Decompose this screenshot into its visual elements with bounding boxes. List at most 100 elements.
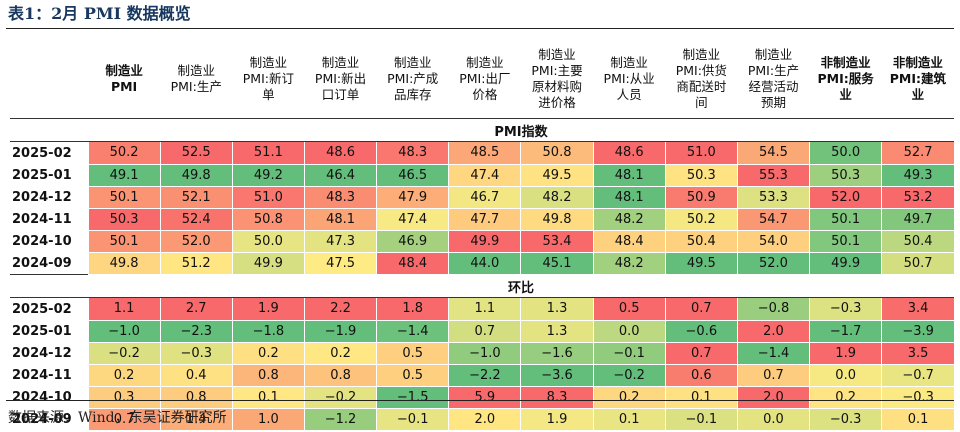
- column-header: 制造业 PMI:出厂 价格: [449, 40, 521, 119]
- data-cell: 48.2: [592, 252, 666, 275]
- data-cell: 1.8: [376, 297, 449, 321]
- table-row: 2024-10 50.1 52.0 50.0 47.3 46.9 49.9 53.4 48.4 5…: [10, 230, 954, 253]
- data-cell: 0.0: [736, 408, 810, 431]
- table-row: 2024-12 50.1 52.1 51.0 48.3 47.9 46.7 48.2 48.1 5…: [10, 186, 954, 209]
- data-cell: 0.2: [809, 386, 882, 409]
- column-header-line: 制造业: [538, 47, 576, 62]
- data-cell: −3.6: [520, 364, 594, 387]
- data-cell: 52.0: [736, 252, 810, 275]
- table-row: 2024-11 50.3 52.4 50.8 48.1 47.4 47.7 49.8 48.2 5…: [10, 208, 954, 231]
- data-cell: −3.9: [881, 320, 954, 343]
- column-header-line: 制造业: [105, 63, 143, 78]
- column-header-line: 品库存: [393, 87, 432, 102]
- row-label: 2024-09: [12, 411, 72, 427]
- section-title: 环比: [88, 274, 954, 298]
- data-cell: 0.2: [231, 342, 305, 365]
- column-header-line: 制造业: [754, 47, 793, 62]
- data-cell: 47.9: [376, 186, 449, 209]
- column-header-line: 人员: [616, 87, 642, 102]
- table-row: 2024-12 −0.2 −0.3 0.2 0.2 0.5 −1.0 −1.6 −0.1 0.7−…: [10, 342, 954, 365]
- data-cell: 0.6: [664, 364, 738, 387]
- column-header-line: 制造业: [610, 55, 648, 70]
- data-cell: 0.2: [87, 364, 161, 387]
- data-cell: 1.4: [159, 408, 233, 431]
- column-header-line: PMI:新出: [314, 71, 367, 86]
- data-cell: 50.0: [231, 230, 305, 253]
- data-cell: 1.9: [809, 342, 882, 365]
- data-cell: −0.3: [809, 297, 882, 321]
- data-cell: 47.4: [448, 164, 521, 187]
- data-cell: 50.7: [881, 252, 954, 275]
- row-label: 2024-09: [12, 255, 72, 271]
- data-cell: 48.4: [592, 230, 666, 253]
- data-cell: 50.4: [664, 230, 738, 253]
- data-cell: 51.2: [159, 252, 233, 275]
- data-cell: 47.5: [303, 252, 377, 275]
- data-cell: 49.3: [881, 164, 954, 187]
- data-cell: 47.7: [448, 208, 521, 231]
- column-header: 制造业 PMI:生产 经营活动 预期: [737, 40, 809, 119]
- column-header-line: PMI:生产: [170, 79, 222, 94]
- data-cell: 49.8: [87, 252, 161, 275]
- column-header-line: PMI:出厂: [459, 71, 511, 86]
- data-cell: 48.3: [376, 141, 449, 165]
- row-label: 2025-02: [12, 145, 72, 161]
- data-cell: −1.5: [376, 386, 449, 409]
- data-cell: 48.2: [592, 208, 666, 231]
- column-header-line: 制造业: [682, 47, 721, 62]
- data-cell: 0.8: [159, 386, 233, 409]
- data-cell: −0.2: [303, 386, 377, 409]
- column-header-line: 制造业: [393, 55, 432, 70]
- section-row: 环比: [10, 274, 954, 298]
- column-header: 制造业 PMI:生产: [160, 40, 232, 119]
- data-cell: −0.2: [87, 342, 161, 365]
- data-cell: −0.1: [664, 408, 738, 431]
- column-header-line: PMI:新订: [242, 71, 294, 86]
- data-cell: 46.4: [303, 164, 377, 187]
- section-title: PMI指数: [88, 118, 954, 142]
- table-title: 表1：2月 PMI 数据概览: [8, 4, 191, 23]
- column-header-line: 进价格: [538, 95, 576, 110]
- data-cell: −1.4: [376, 320, 449, 343]
- data-cell: −1.0: [448, 342, 521, 365]
- data-cell: 48.5: [448, 141, 521, 165]
- column-header-line: 价格: [472, 87, 498, 102]
- table-row: 2025-01 −1.0 −2.3 −1.8 −1.9 −1.4 0.7 1.3 0.0 −0.6…: [10, 320, 954, 343]
- data-cell: −1.9: [303, 320, 377, 343]
- data-cell: 53.2: [881, 186, 954, 209]
- data-cell: −2.3: [159, 320, 233, 343]
- data-cell: 0.1: [664, 386, 738, 409]
- column-header-line: 业: [911, 87, 925, 102]
- row-label: 2025-01: [12, 167, 72, 183]
- data-cell: 2.7: [159, 297, 233, 321]
- column-header-line: 制造业: [466, 55, 504, 70]
- data-cell: 49.8: [159, 164, 233, 187]
- column-header: 制造业 PMI:从业 人员: [593, 40, 665, 119]
- data-cell: 1.0: [231, 408, 305, 431]
- data-cell: −1.4: [736, 342, 810, 365]
- data-cell: 1.1: [87, 297, 161, 321]
- data-cell: 52.4: [159, 208, 233, 231]
- data-cell: 49.1: [87, 164, 161, 187]
- data-cell: 0.7: [448, 320, 521, 343]
- column-header-line: 口订单: [321, 87, 360, 102]
- column-header: 制造业 PMI:供货 商配送时间: [665, 40, 737, 119]
- row-label: 2025-01: [12, 323, 72, 339]
- data-cell: 49.2: [231, 164, 305, 187]
- data-cell: 47.4: [376, 208, 449, 231]
- data-cell: 49.7: [881, 208, 954, 231]
- column-header-line: 制造业: [321, 55, 360, 70]
- column-header-line: 业: [839, 87, 852, 102]
- top-rule: [6, 28, 954, 29]
- data-cell: 2.2: [303, 297, 377, 321]
- data-cell: 50.2: [87, 141, 161, 165]
- data-cell: 0.5: [376, 364, 449, 387]
- data-cell: 46.9: [376, 230, 449, 253]
- data-cell: 0.7: [736, 364, 810, 387]
- data-cell: −1.0: [87, 320, 161, 343]
- data-cell: 49.9: [231, 252, 305, 275]
- data-cell: 0.0: [592, 320, 666, 343]
- data-cell: 48.1: [303, 208, 377, 231]
- row-label: 2025-02: [12, 301, 72, 317]
- data-cell: 49.9: [809, 252, 882, 275]
